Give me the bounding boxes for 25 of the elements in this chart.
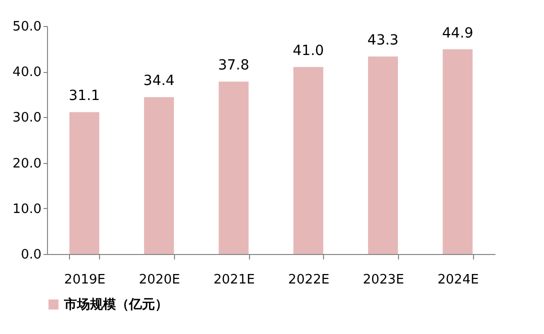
text: 44.9 (442, 25, 474, 42)
y-tick-label: 0.0 (20, 248, 42, 262)
legend-label: 市场规模（亿元） (63, 296, 168, 312)
bar (218, 82, 249, 254)
text: 43.3 (367, 32, 399, 49)
y-tick-label: 30.0 (12, 110, 42, 126)
bar (368, 56, 398, 254)
x-tick-label: 2022E (288, 272, 330, 288)
bar (69, 112, 100, 254)
y-tick-label: 50.0 (12, 20, 42, 34)
x-tick-label: 2020E (138, 272, 180, 288)
y-tick-label: 10.0 (12, 202, 42, 217)
x-tick-label: 2021E (214, 272, 255, 288)
text: 34.4 (143, 73, 175, 90)
text: 41.0 (292, 43, 324, 60)
bar (144, 97, 174, 254)
x-tick-label: 2023E (362, 272, 404, 288)
bar (442, 49, 473, 254)
text: 37.8 (218, 58, 250, 74)
text: 31.1 (68, 88, 100, 104)
bar (293, 67, 324, 254)
y-tick-label: 40.0 (12, 65, 42, 80)
x-tick-label: 2024E (438, 272, 479, 288)
x-tick-label: 2019E (64, 272, 106, 288)
y-tick-label: 20.0 (12, 156, 42, 172)
